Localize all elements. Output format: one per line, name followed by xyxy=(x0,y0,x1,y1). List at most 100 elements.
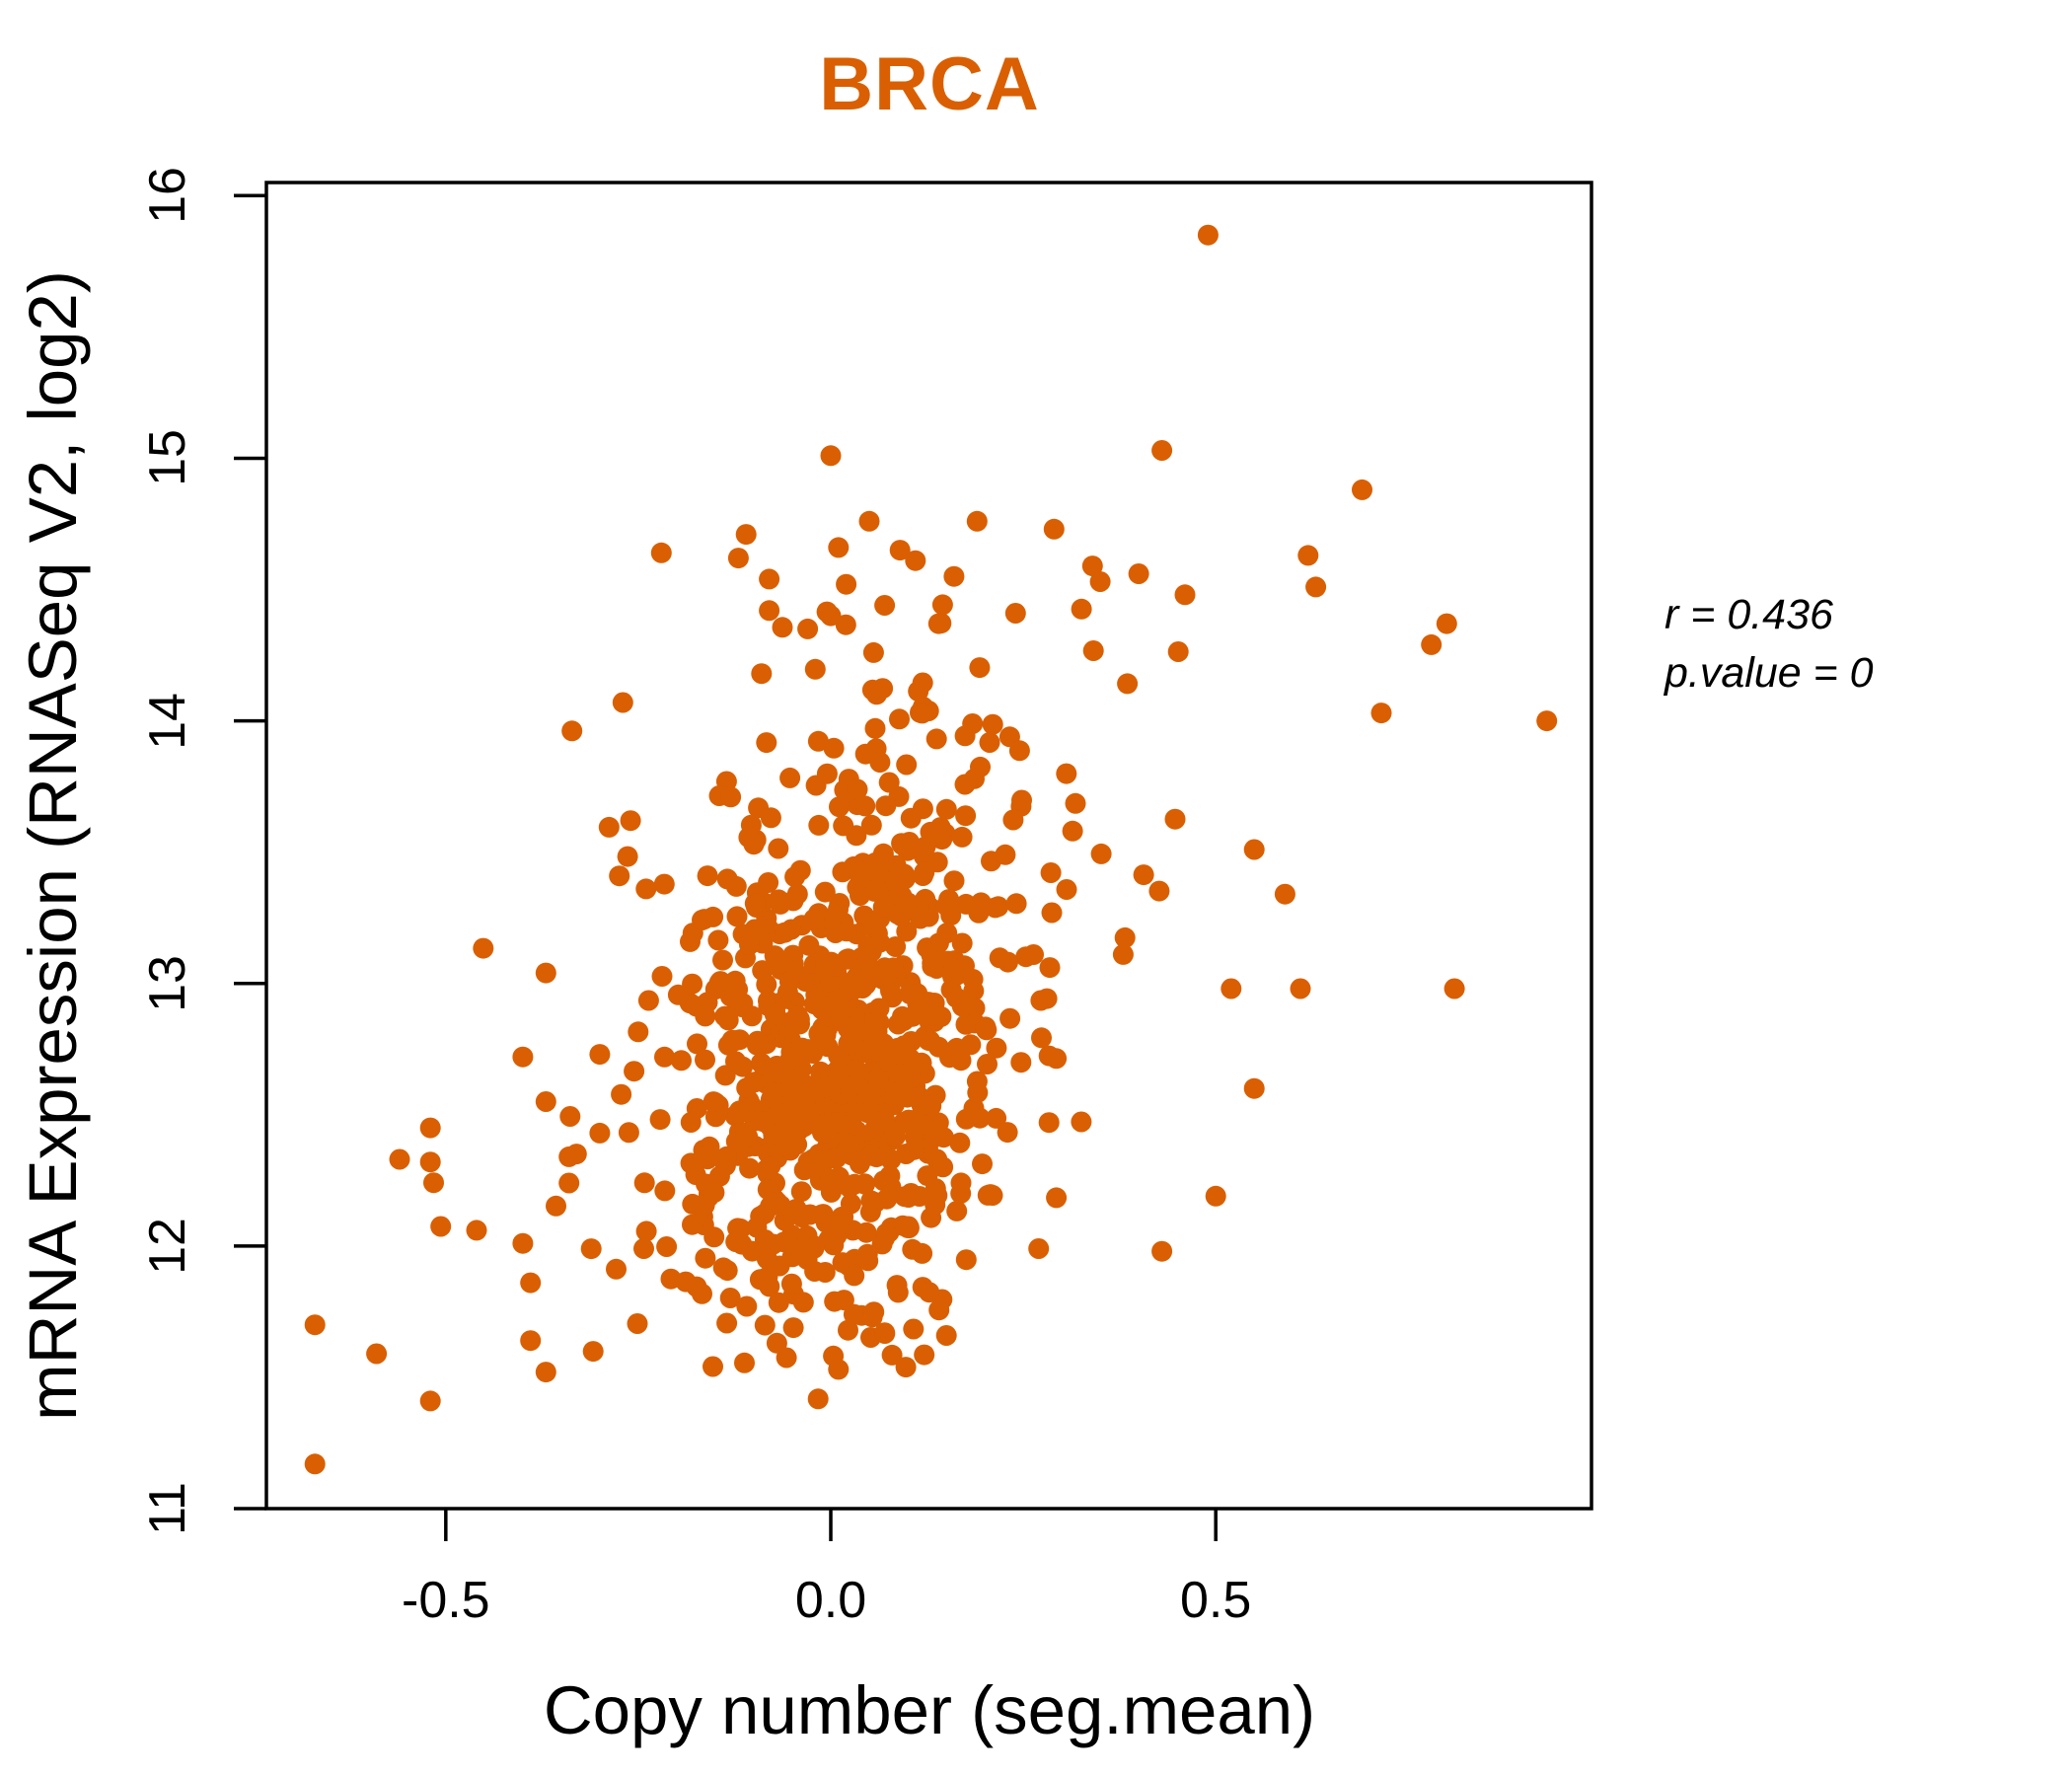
data-point xyxy=(716,1312,738,1334)
data-point xyxy=(943,870,965,892)
data-point xyxy=(695,1247,716,1269)
data-point xyxy=(975,1016,997,1038)
data-point xyxy=(736,1077,758,1099)
data-point xyxy=(808,1023,830,1045)
data-point xyxy=(1090,843,1112,864)
data-point xyxy=(735,524,757,546)
data-point xyxy=(635,1221,657,1242)
data-point xyxy=(1028,1238,1050,1259)
plot-border xyxy=(264,181,1593,1511)
data-point xyxy=(979,732,1000,753)
data-point xyxy=(1002,809,1024,831)
data-point xyxy=(1536,710,1558,732)
data-point xyxy=(1071,598,1092,620)
data-point xyxy=(687,1033,707,1055)
data-point xyxy=(743,834,765,855)
data-point xyxy=(716,1260,738,1282)
data-point xyxy=(833,1206,854,1227)
data-point xyxy=(1221,978,1242,999)
data-point xyxy=(784,866,806,888)
data-point xyxy=(1352,479,1372,500)
data-point xyxy=(1290,978,1311,999)
data-point xyxy=(703,1226,725,1248)
data-point xyxy=(1151,1240,1173,1262)
data-point xyxy=(999,1007,1021,1029)
data-point xyxy=(932,1156,954,1178)
data-point xyxy=(1062,820,1083,842)
data-point xyxy=(651,966,673,987)
data-point xyxy=(1174,584,1196,606)
data-point xyxy=(782,953,804,975)
data-point xyxy=(520,1330,542,1352)
data-point xyxy=(1243,839,1265,860)
data-point xyxy=(1043,518,1065,540)
data-point xyxy=(861,679,883,701)
data-point xyxy=(637,990,659,1011)
data-point xyxy=(620,810,641,832)
data-point xyxy=(1133,864,1154,886)
data-point xyxy=(1015,946,1037,968)
data-point xyxy=(1443,978,1465,999)
data-point xyxy=(920,821,941,843)
data-point xyxy=(716,1146,737,1167)
data-point xyxy=(739,1157,761,1179)
data-point xyxy=(703,1356,723,1377)
data-point xyxy=(861,1306,883,1328)
data-point xyxy=(535,1362,556,1383)
data-point xyxy=(909,1186,930,1207)
data-point xyxy=(982,713,1003,735)
data-point xyxy=(680,930,701,952)
data-point xyxy=(836,921,857,942)
data-point xyxy=(304,1453,326,1475)
data-point xyxy=(1011,789,1032,811)
data-point xyxy=(836,573,857,595)
data-point xyxy=(675,1271,697,1293)
data-point xyxy=(1436,613,1457,634)
data-point xyxy=(820,1181,842,1203)
data-point xyxy=(466,1220,487,1241)
data-point xyxy=(617,846,638,867)
data-point xyxy=(828,1359,850,1380)
data-point xyxy=(703,1091,724,1113)
data-point xyxy=(628,1021,649,1043)
data-point xyxy=(843,1303,864,1325)
data-point xyxy=(1370,703,1392,724)
data-point xyxy=(423,1172,444,1194)
data-point xyxy=(838,1319,858,1341)
data-point xyxy=(561,720,583,742)
stats-annotation: r = 0.436 p.value = 0 xyxy=(1665,586,1874,703)
data-point xyxy=(967,1081,989,1103)
data-point xyxy=(872,897,894,918)
data-point xyxy=(880,980,901,1001)
data-point xyxy=(804,1261,826,1282)
x-tick-label: 0.5 xyxy=(1180,1572,1252,1629)
data-point xyxy=(1081,555,1103,577)
data-point xyxy=(878,772,900,793)
data-point xyxy=(839,1133,860,1154)
data-point xyxy=(909,895,929,917)
data-point xyxy=(744,893,766,915)
data-point xyxy=(419,1151,441,1173)
data-point xyxy=(942,966,963,988)
data-point xyxy=(900,807,922,829)
data-point xyxy=(905,550,926,571)
data-point xyxy=(879,1165,901,1187)
data-point xyxy=(895,1357,917,1378)
data-point xyxy=(928,1299,950,1321)
data-point xyxy=(972,1153,993,1175)
data-point xyxy=(793,1116,815,1138)
data-point xyxy=(473,937,494,959)
data-point xyxy=(756,732,777,754)
data-point xyxy=(779,767,801,788)
data-point xyxy=(714,1005,736,1027)
data-point xyxy=(734,1352,755,1373)
data-point xyxy=(736,1295,758,1317)
data-point xyxy=(804,658,826,680)
data-point xyxy=(833,815,854,837)
data-point xyxy=(986,1037,1007,1059)
data-point xyxy=(609,865,630,887)
data-point xyxy=(633,1238,654,1259)
data-point xyxy=(854,795,876,817)
data-point xyxy=(1305,576,1327,598)
data-point xyxy=(951,932,973,954)
